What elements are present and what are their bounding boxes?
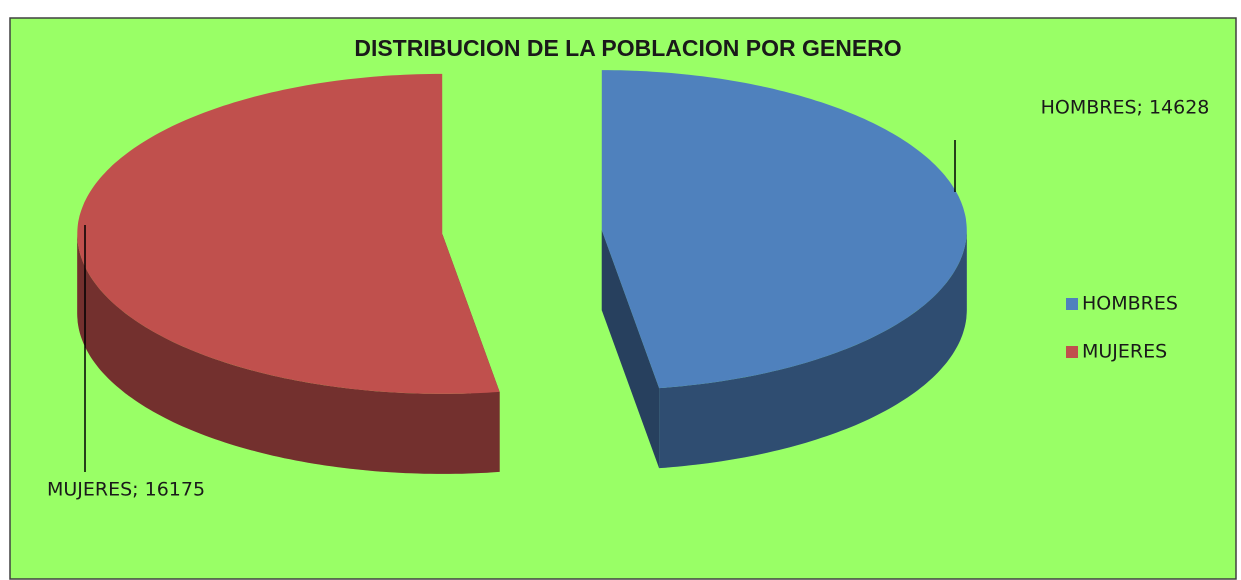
data-label: HOMBRES; 14628 [1041,97,1210,119]
slice-wall [659,230,967,469]
data-label: MUJERES; 16175 [47,479,205,501]
slice-top [601,70,967,389]
chart-title: DISTRIBUCION DE LA POBLACION POR GENERO [354,35,901,61]
slice-top [77,73,500,394]
pie-slice [77,73,500,474]
legend-label: HOMBRES [1082,293,1178,315]
legend-swatch [1066,346,1078,358]
legend-swatch [1066,298,1078,310]
slice-wall-shade [77,233,500,474]
slice-face-shade [601,230,660,469]
pie-slice [601,70,967,469]
legend-label: MUJERES [1082,341,1167,363]
slice-wall-shade [659,230,967,469]
slice-wall [77,233,500,474]
